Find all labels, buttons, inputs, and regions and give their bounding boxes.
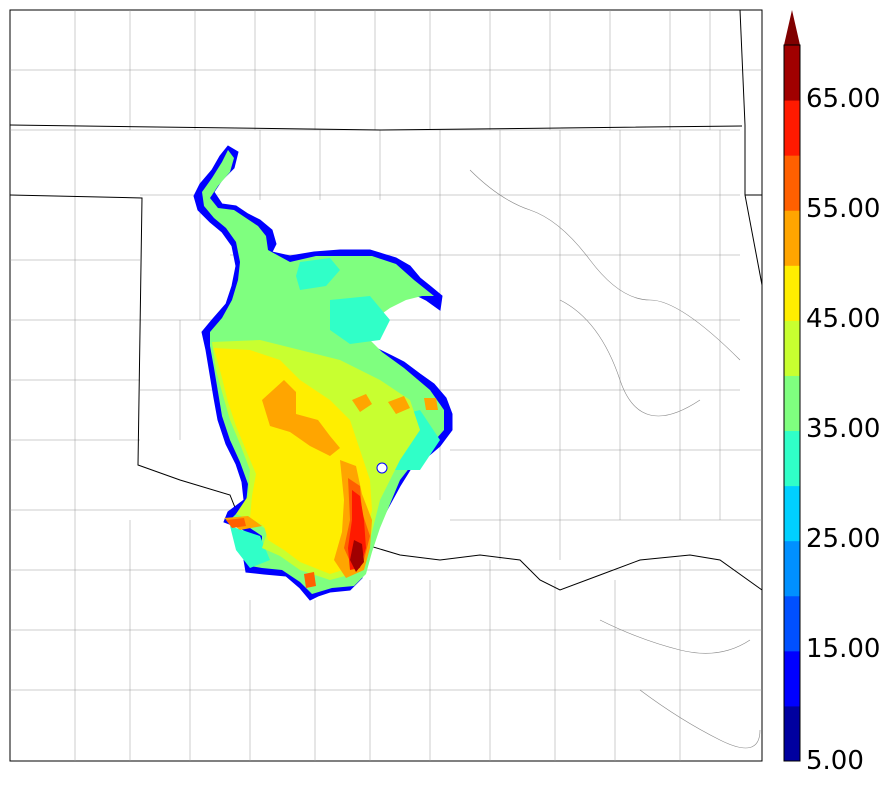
colorbar-bin bbox=[784, 430, 800, 487]
colorbar-bin bbox=[784, 210, 800, 266]
county-lines bbox=[10, 10, 762, 761]
colorbar-bin bbox=[784, 100, 800, 156]
field-orange-5 bbox=[424, 398, 438, 410]
precipitation-field bbox=[193, 145, 453, 601]
colorbar-bin bbox=[784, 45, 800, 101]
colorbar-bin bbox=[784, 375, 800, 432]
field-cyan-4 bbox=[230, 526, 270, 568]
colorbar-bin bbox=[784, 595, 800, 652]
state-borders bbox=[9, 9, 763, 591]
field-dark-red bbox=[350, 540, 364, 572]
colorbar-bin bbox=[784, 155, 800, 211]
colorbar-bin bbox=[784, 650, 800, 707]
colorbar-bin bbox=[784, 485, 800, 542]
colorbar-outline bbox=[783, 44, 801, 762]
field-yellow bbox=[214, 348, 372, 574]
colorbar-bin bbox=[784, 320, 800, 376]
field-red-orange-3 bbox=[304, 572, 316, 588]
colorbar-label-65: 65.00 bbox=[806, 84, 881, 114]
colorbar-label-35: 35.00 bbox=[806, 414, 881, 444]
rivers bbox=[469, 169, 761, 749]
field-orange-4 bbox=[388, 396, 410, 414]
field-cyan-2 bbox=[330, 296, 390, 344]
colorbar-bin bbox=[784, 265, 800, 321]
colorbar-label-5: 5.00 bbox=[806, 746, 864, 776]
colorbar-bin bbox=[784, 540, 800, 597]
colorbar-extend-arrow bbox=[784, 10, 800, 45]
colorbar-label-15: 15.00 bbox=[806, 634, 881, 664]
field-orange-3 bbox=[352, 394, 372, 412]
field-hole bbox=[376, 462, 388, 474]
field-red-orange-2 bbox=[226, 518, 246, 528]
field-orange-1 bbox=[262, 380, 340, 456]
colorbar-label-45: 45.00 bbox=[806, 304, 881, 334]
colorbar-label-55: 55.00 bbox=[806, 194, 881, 224]
colorbar-bin bbox=[784, 705, 800, 762]
colorbar-label-25: 25.00 bbox=[806, 524, 881, 554]
field-cyan-1 bbox=[296, 258, 340, 290]
